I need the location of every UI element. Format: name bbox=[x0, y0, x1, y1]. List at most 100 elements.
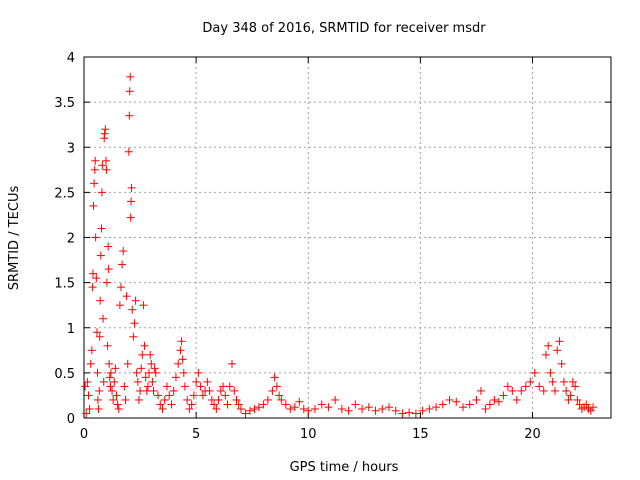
data-point bbox=[573, 395, 582, 404]
data-point bbox=[110, 377, 119, 386]
data-point bbox=[98, 161, 107, 170]
data-point bbox=[97, 188, 106, 197]
data-point bbox=[317, 400, 326, 409]
plot-frame bbox=[83, 56, 612, 419]
data-point bbox=[84, 391, 93, 400]
data-point bbox=[304, 406, 313, 415]
data-point bbox=[128, 305, 137, 314]
y-tick-label: 2.5 bbox=[54, 186, 75, 201]
data-point bbox=[586, 406, 595, 415]
data-point bbox=[131, 296, 140, 305]
data-point bbox=[351, 400, 360, 409]
data-point bbox=[236, 404, 245, 413]
data-point bbox=[557, 359, 566, 368]
data-point bbox=[146, 350, 155, 359]
x-tick-label: 20 bbox=[524, 427, 541, 442]
data-point bbox=[270, 373, 279, 382]
data-point bbox=[494, 397, 503, 406]
data-point bbox=[133, 377, 142, 386]
data-point bbox=[571, 382, 580, 391]
data-point bbox=[124, 147, 133, 156]
data-point bbox=[508, 386, 517, 395]
data-point bbox=[539, 386, 548, 395]
data-point bbox=[125, 111, 134, 120]
data-point bbox=[148, 377, 157, 386]
data-point bbox=[223, 400, 232, 409]
data-point bbox=[245, 406, 254, 415]
data-point bbox=[490, 395, 499, 404]
data-point bbox=[458, 403, 467, 412]
data-point bbox=[212, 404, 221, 413]
data-point bbox=[517, 386, 526, 395]
data-point bbox=[93, 395, 102, 404]
y-tick-label: 1.5 bbox=[54, 277, 75, 292]
data-point bbox=[512, 395, 521, 404]
data-point bbox=[228, 359, 237, 368]
data-point bbox=[299, 404, 308, 413]
data-point bbox=[183, 395, 192, 404]
data-point bbox=[108, 386, 117, 395]
data-point bbox=[438, 400, 447, 409]
data-point bbox=[568, 377, 577, 386]
data-point bbox=[94, 404, 103, 413]
data-point bbox=[97, 224, 106, 233]
data-point bbox=[86, 359, 95, 368]
data-point bbox=[139, 301, 148, 310]
data-point bbox=[555, 337, 564, 346]
data-point bbox=[95, 332, 104, 341]
data-point bbox=[452, 397, 461, 406]
data-point bbox=[89, 201, 98, 210]
data-point bbox=[391, 406, 400, 415]
data-point bbox=[344, 406, 353, 415]
data-point bbox=[90, 179, 99, 188]
data-point bbox=[234, 400, 243, 409]
data-point bbox=[445, 395, 454, 404]
data-point bbox=[210, 400, 219, 409]
data-point bbox=[405, 408, 414, 417]
data-point bbox=[544, 341, 553, 350]
data-point bbox=[277, 395, 286, 404]
data-point bbox=[562, 386, 571, 395]
data-point bbox=[564, 395, 573, 404]
data-point bbox=[101, 125, 110, 134]
data-point bbox=[219, 382, 228, 391]
data-point bbox=[250, 404, 259, 413]
data-point bbox=[566, 391, 575, 400]
data-point bbox=[418, 406, 427, 415]
data-point bbox=[141, 373, 150, 382]
y-tick-label: 3 bbox=[67, 141, 75, 156]
data-point bbox=[364, 403, 373, 412]
x-tick-label: 5 bbox=[192, 427, 200, 442]
data-point bbox=[398, 409, 407, 418]
data-point bbox=[134, 395, 143, 404]
data-point bbox=[118, 260, 127, 269]
data-point bbox=[104, 265, 113, 274]
data-point bbox=[102, 165, 111, 174]
y-axis-label: SRMTID / TECUs bbox=[7, 186, 22, 291]
data-point bbox=[432, 403, 441, 412]
data-point bbox=[476, 386, 485, 395]
data-point bbox=[530, 368, 539, 377]
data-point bbox=[99, 314, 108, 323]
data-point bbox=[174, 359, 183, 368]
data-point bbox=[106, 382, 115, 391]
data-point bbox=[550, 386, 559, 395]
data-point bbox=[137, 364, 146, 373]
data-point bbox=[337, 404, 346, 413]
data-point bbox=[90, 165, 99, 174]
data-point bbox=[425, 404, 434, 413]
data-point bbox=[232, 395, 241, 404]
data-point bbox=[207, 395, 216, 404]
data-point bbox=[150, 364, 159, 373]
data-point bbox=[310, 404, 319, 413]
data-point bbox=[104, 242, 113, 251]
data-point bbox=[85, 404, 94, 413]
data-point bbox=[559, 377, 568, 386]
data-point bbox=[203, 377, 212, 386]
data-point bbox=[167, 400, 176, 409]
data-point bbox=[117, 283, 126, 292]
data-point bbox=[83, 377, 92, 386]
data-point bbox=[324, 403, 333, 412]
grid-lines bbox=[84, 57, 611, 418]
data-point bbox=[140, 341, 149, 350]
